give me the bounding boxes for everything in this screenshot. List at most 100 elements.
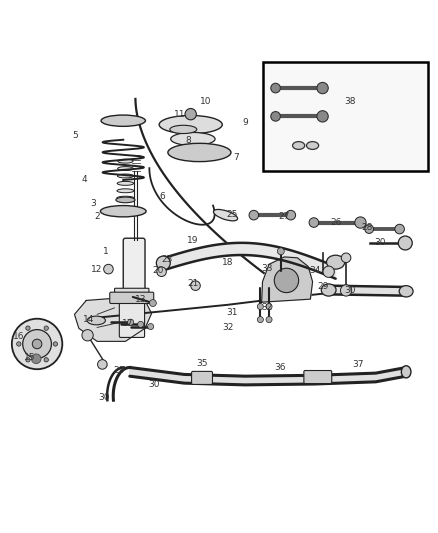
- Ellipse shape: [159, 116, 222, 134]
- Polygon shape: [177, 253, 179, 266]
- Polygon shape: [230, 243, 232, 255]
- Bar: [262, 62, 428, 171]
- Polygon shape: [258, 244, 260, 256]
- Polygon shape: [253, 243, 255, 256]
- Text: 9: 9: [242, 118, 248, 127]
- Polygon shape: [328, 264, 330, 277]
- Circle shape: [341, 253, 351, 263]
- Polygon shape: [321, 261, 323, 274]
- Polygon shape: [195, 248, 197, 261]
- Polygon shape: [191, 249, 193, 262]
- Text: 20: 20: [152, 266, 164, 276]
- Polygon shape: [300, 253, 302, 266]
- Ellipse shape: [116, 197, 135, 203]
- Polygon shape: [297, 252, 299, 265]
- Circle shape: [17, 342, 21, 346]
- Ellipse shape: [293, 142, 305, 149]
- Polygon shape: [211, 245, 212, 258]
- Polygon shape: [74, 296, 152, 341]
- Polygon shape: [167, 256, 169, 269]
- Circle shape: [398, 236, 412, 250]
- Polygon shape: [205, 246, 207, 259]
- Circle shape: [277, 248, 284, 255]
- Circle shape: [32, 354, 41, 364]
- Polygon shape: [271, 246, 272, 258]
- Polygon shape: [176, 254, 177, 266]
- Ellipse shape: [100, 206, 146, 217]
- Polygon shape: [257, 244, 258, 256]
- Circle shape: [12, 319, 62, 369]
- Polygon shape: [197, 248, 198, 261]
- Polygon shape: [165, 257, 167, 270]
- Circle shape: [365, 225, 374, 233]
- Polygon shape: [286, 249, 288, 262]
- Polygon shape: [243, 243, 244, 255]
- Text: 35: 35: [196, 359, 207, 368]
- Polygon shape: [311, 257, 313, 270]
- Polygon shape: [184, 375, 245, 385]
- Ellipse shape: [117, 196, 134, 200]
- Polygon shape: [246, 243, 248, 255]
- Text: 29: 29: [318, 281, 329, 290]
- Polygon shape: [290, 250, 292, 263]
- Polygon shape: [328, 286, 406, 296]
- Circle shape: [323, 266, 334, 277]
- Circle shape: [271, 83, 280, 93]
- Text: 25: 25: [226, 210, 238, 219]
- Ellipse shape: [399, 286, 413, 297]
- FancyBboxPatch shape: [191, 372, 212, 384]
- Polygon shape: [188, 251, 190, 263]
- Ellipse shape: [307, 142, 319, 149]
- Text: 33: 33: [261, 264, 272, 273]
- Polygon shape: [162, 258, 163, 271]
- Polygon shape: [265, 245, 267, 257]
- Circle shape: [286, 211, 296, 220]
- Circle shape: [191, 281, 200, 290]
- Text: 5: 5: [73, 132, 78, 140]
- Polygon shape: [130, 367, 184, 383]
- Circle shape: [157, 267, 166, 277]
- Ellipse shape: [326, 255, 345, 269]
- Circle shape: [148, 324, 154, 329]
- Polygon shape: [276, 247, 278, 259]
- Circle shape: [317, 83, 328, 94]
- Circle shape: [395, 224, 404, 234]
- Polygon shape: [293, 251, 295, 264]
- Circle shape: [127, 319, 134, 325]
- Text: 30: 30: [148, 379, 159, 389]
- Polygon shape: [279, 247, 281, 260]
- FancyBboxPatch shape: [123, 238, 145, 295]
- Polygon shape: [202, 247, 204, 260]
- Polygon shape: [285, 248, 286, 261]
- Circle shape: [274, 268, 299, 293]
- Ellipse shape: [171, 133, 215, 146]
- Polygon shape: [228, 243, 230, 255]
- Polygon shape: [330, 264, 332, 277]
- Text: 31: 31: [226, 308, 238, 317]
- Polygon shape: [241, 243, 243, 255]
- Polygon shape: [325, 262, 327, 275]
- Ellipse shape: [168, 143, 231, 161]
- FancyBboxPatch shape: [110, 292, 154, 303]
- Circle shape: [138, 321, 144, 327]
- Polygon shape: [320, 260, 321, 273]
- Text: 29: 29: [113, 366, 124, 375]
- Polygon shape: [274, 246, 276, 259]
- Polygon shape: [267, 245, 269, 257]
- Circle shape: [82, 329, 93, 341]
- Polygon shape: [248, 243, 250, 255]
- Polygon shape: [251, 243, 253, 255]
- Polygon shape: [307, 256, 309, 269]
- Polygon shape: [219, 244, 221, 256]
- Polygon shape: [327, 263, 328, 276]
- Polygon shape: [174, 254, 176, 267]
- Circle shape: [149, 300, 156, 306]
- Text: 7: 7: [233, 153, 239, 162]
- Circle shape: [98, 360, 107, 369]
- Ellipse shape: [118, 159, 133, 163]
- Polygon shape: [278, 247, 279, 260]
- Polygon shape: [299, 253, 300, 265]
- Polygon shape: [255, 244, 257, 256]
- Ellipse shape: [170, 125, 197, 134]
- Polygon shape: [376, 367, 406, 382]
